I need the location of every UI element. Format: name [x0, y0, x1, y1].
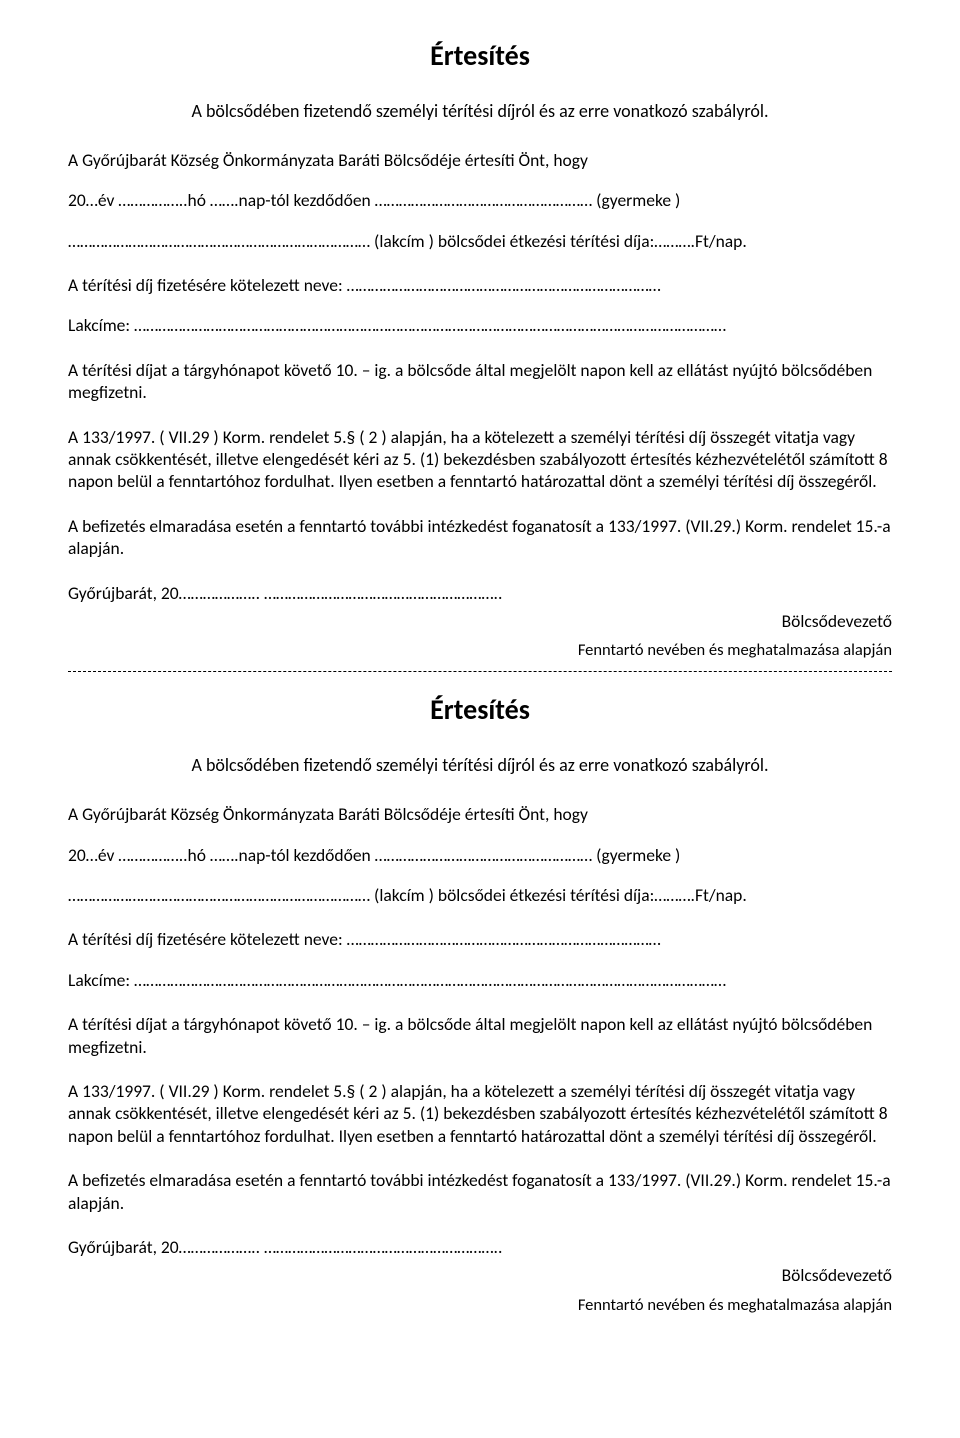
- address-line-bottom: ………………………………………………………………… (lakcím ) bölc…: [68, 884, 892, 906]
- intro-top: A Győrújbarát Község Önkormányzata Barát…: [68, 149, 892, 171]
- obligated-address-top: Lakcíme: ……………………………………………………………………………………: [68, 314, 892, 336]
- obligated-address-bottom: Lakcíme: ……………………………………………………………………………………: [68, 969, 892, 991]
- place-date-top: Győrújbarát, 20……………….. ……………………………………………: [68, 582, 892, 604]
- legal-top: A 133/1997. ( VII.29 ) Korm. rendelet 5.…: [68, 426, 892, 493]
- deadline-bottom: A térítési díjat a tárgyhónapot követő 1…: [68, 1013, 892, 1058]
- default-bottom: A befizetés elmaradása esetén a fenntart…: [68, 1169, 892, 1214]
- obligated-name-top: A térítési díj fizetésére kötelezett nev…: [68, 274, 892, 296]
- deadline-top: A térítési díjat a tárgyhónapot követő 1…: [68, 359, 892, 404]
- address-line-top: ………………………………………………………………… (lakcím ) bölc…: [68, 230, 892, 252]
- date-line-top: 20…év ……………..hó …….nap-tól kezdődően …………: [68, 189, 892, 211]
- date-line-bottom: 20…év ……………..hó …….nap-tól kezdődően …………: [68, 844, 892, 866]
- obligated-name-bottom: A térítési díj fizetésére kötelezett nev…: [68, 928, 892, 950]
- sign-sub-bottom: Fenntartó nevében és meghatalmazása alap…: [68, 1295, 892, 1316]
- separator-dashed: [68, 671, 892, 672]
- default-top: A befizetés elmaradása esetén a fenntart…: [68, 515, 892, 560]
- intro-bottom: A Győrújbarát Község Önkormányzata Barát…: [68, 803, 892, 825]
- sign-title-top: Bölcsődevezető: [68, 610, 892, 632]
- legal-bottom: A 133/1997. ( VII.29 ) Korm. rendelet 5.…: [68, 1080, 892, 1147]
- sign-sub-top: Fenntartó nevében és meghatalmazása alap…: [68, 640, 892, 661]
- notice-title-bottom: Értesítés: [68, 692, 892, 728]
- place-date-bottom: Győrújbarát, 20……………….. ……………………………………………: [68, 1236, 892, 1258]
- sign-title-bottom: Bölcsődevezető: [68, 1264, 892, 1286]
- notice-subtitle-top: A bölcsődében fizetendő személyi térítés…: [68, 100, 892, 123]
- notice-subtitle-bottom: A bölcsődében fizetendő személyi térítés…: [68, 754, 892, 777]
- notice-title-top: Értesítés: [68, 38, 892, 74]
- document-page: Értesítés A bölcsődében fizetendő személ…: [0, 0, 960, 1366]
